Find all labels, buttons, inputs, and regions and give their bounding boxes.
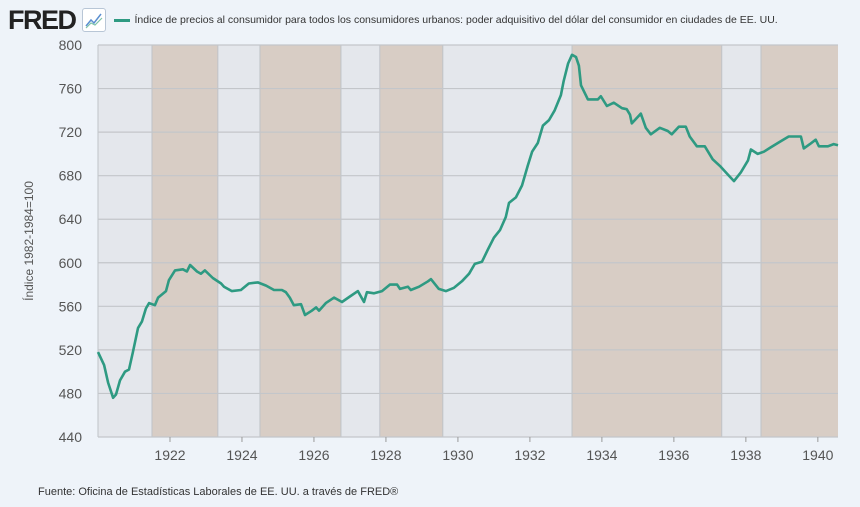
y-tick-label: 440 [59, 429, 83, 445]
y-tick-label: 480 [59, 385, 83, 401]
legend-label: Índice de precios al consumidor para tod… [134, 14, 778, 26]
x-tick-label: 1938 [730, 447, 761, 463]
x-tick-label: 1924 [226, 447, 257, 463]
shaded-period [217, 45, 260, 437]
y-tick-label: 800 [59, 37, 83, 53]
shaded-period [721, 45, 761, 437]
shaded-period [340, 45, 380, 437]
chart-header: FRED Índice de precios al consumidor par… [8, 4, 778, 35]
x-tick-label: 1926 [298, 447, 329, 463]
fred-logo[interactable]: FRED [8, 4, 77, 35]
x-tick-label: 1922 [154, 447, 185, 463]
x-tick-label: 1934 [586, 447, 617, 463]
y-tick-label: 760 [59, 81, 83, 97]
x-tick-label: 1936 [658, 447, 689, 463]
x-tick-label: 1940 [802, 447, 833, 463]
y-tick-label: 640 [59, 211, 83, 227]
y-tick-label: 560 [59, 298, 83, 314]
x-tick-label: 1930 [442, 447, 473, 463]
y-tick-label: 720 [59, 124, 83, 140]
y-tick-label: 520 [59, 342, 83, 358]
x-tick-label: 1932 [514, 447, 545, 463]
y-axis-label: Índice 1982-1984=100 [21, 181, 36, 301]
series-line [96, 53, 839, 400]
chart-line-icon [81, 8, 106, 32]
x-tick-label: 1928 [370, 447, 401, 463]
y-tick-label: 600 [59, 255, 83, 271]
y-tick-label: 680 [59, 168, 83, 184]
shaded-period [442, 45, 573, 437]
source-note: Fuente: Oficina de Estadísticas Laborale… [38, 486, 399, 498]
legend-swatch [113, 18, 130, 22]
